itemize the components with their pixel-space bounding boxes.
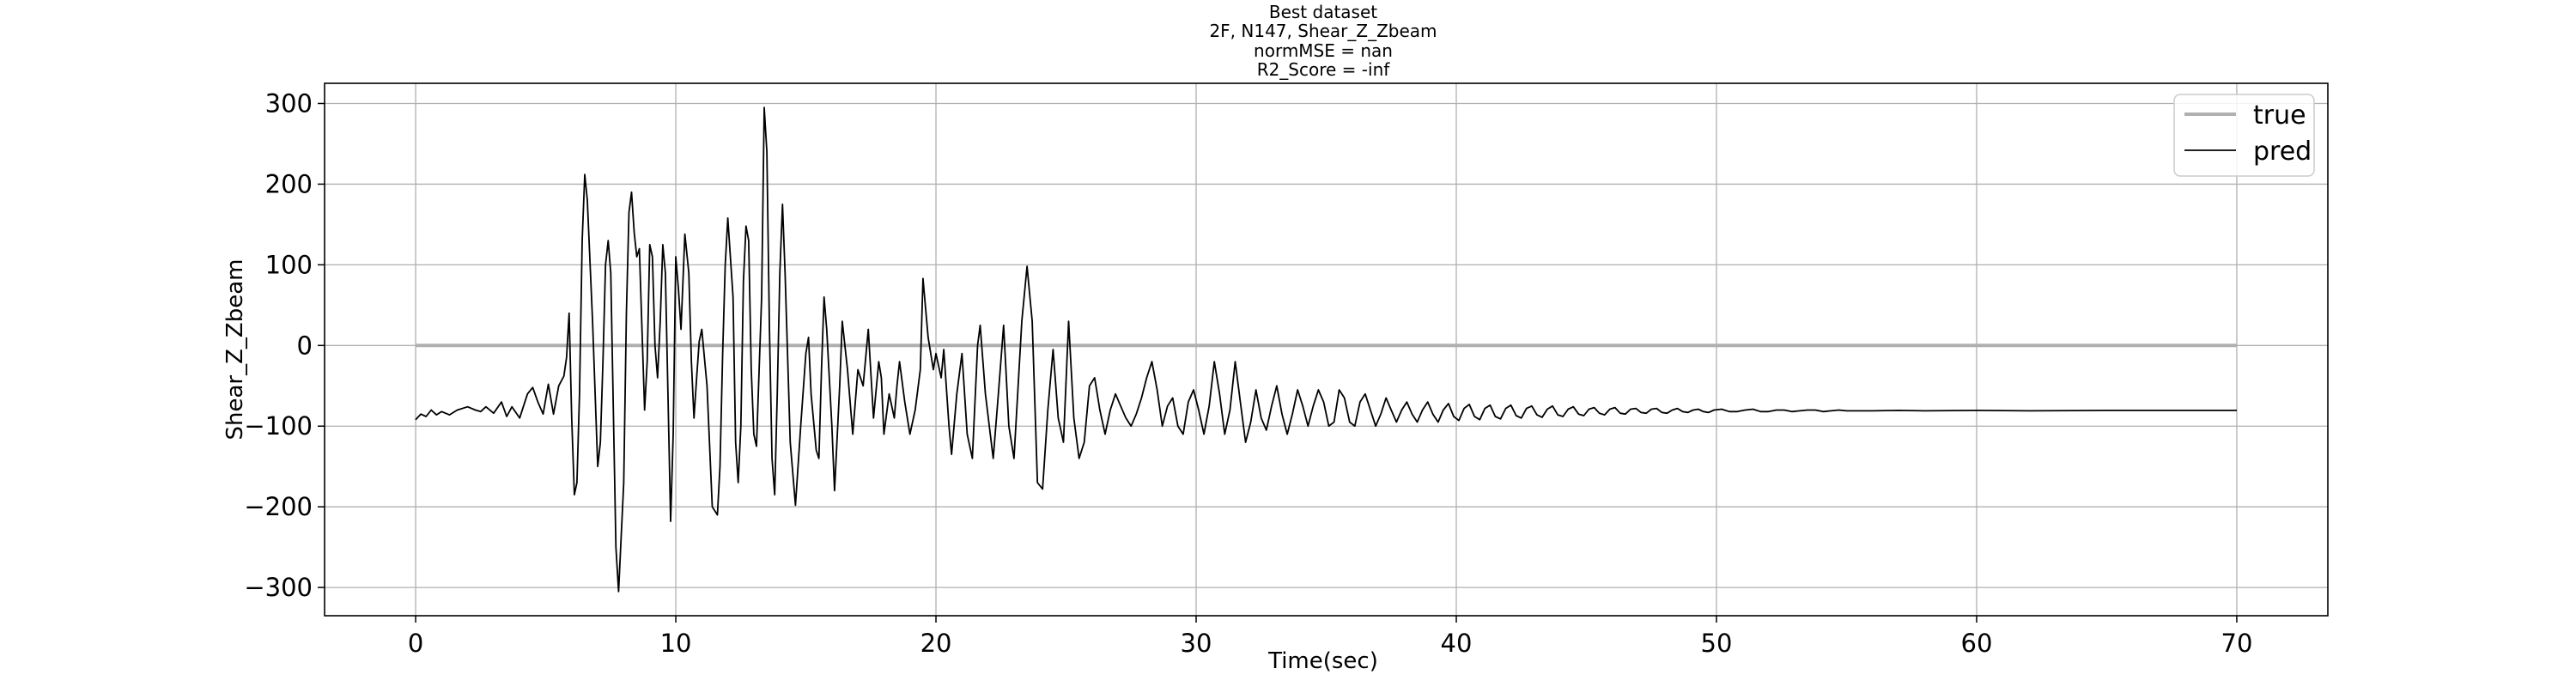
y-tick-label: −200 xyxy=(244,492,313,521)
title-line-1: Best dataset xyxy=(1269,2,1377,22)
y-axis-label: Shear_Z_Zbeam xyxy=(222,259,248,441)
x-tick-label: 0 xyxy=(408,629,423,658)
y-tick-label: 0 xyxy=(297,331,313,360)
title-line-4: R2_Score = -inf xyxy=(1257,59,1391,80)
y-tick-label: 300 xyxy=(265,88,313,118)
y-tick-label: 100 xyxy=(265,250,313,279)
x-axis-label: Time(sec) xyxy=(1267,648,1378,674)
axes-frame xyxy=(324,82,2329,617)
legend: true pred xyxy=(2173,94,2315,177)
x-tick-label: 50 xyxy=(1701,629,1733,658)
x-tick-label: 10 xyxy=(660,629,692,658)
x-tick-label: 40 xyxy=(1441,629,1473,658)
title-line-3: normMSE = nan xyxy=(1254,40,1393,61)
x-tick-label: 70 xyxy=(2221,629,2253,658)
legend-label-pred: pred xyxy=(2253,137,2312,167)
legend-label-true: true xyxy=(2253,100,2306,131)
chart-title: Best dataset 2F, N147, Shear_Z_Zbeam nor… xyxy=(1209,2,1437,80)
axis-ticks: 0 10 20 30 40 50 60 70 −300 −200 −100 0 100 200 300 xyxy=(244,88,2252,658)
x-tick-label: 60 xyxy=(1961,629,1993,658)
series-line-pred xyxy=(415,106,2237,593)
y-tick-label: −300 xyxy=(244,573,313,602)
x-tick-label: 30 xyxy=(1181,629,1212,658)
y-tick-label: 200 xyxy=(265,169,313,198)
plot-area xyxy=(415,106,2237,593)
title-line-2: 2F, N147, Shear_Z_Zbeam xyxy=(1209,21,1437,41)
y-tick-label: −100 xyxy=(244,411,313,441)
x-tick-label: 20 xyxy=(920,629,952,658)
